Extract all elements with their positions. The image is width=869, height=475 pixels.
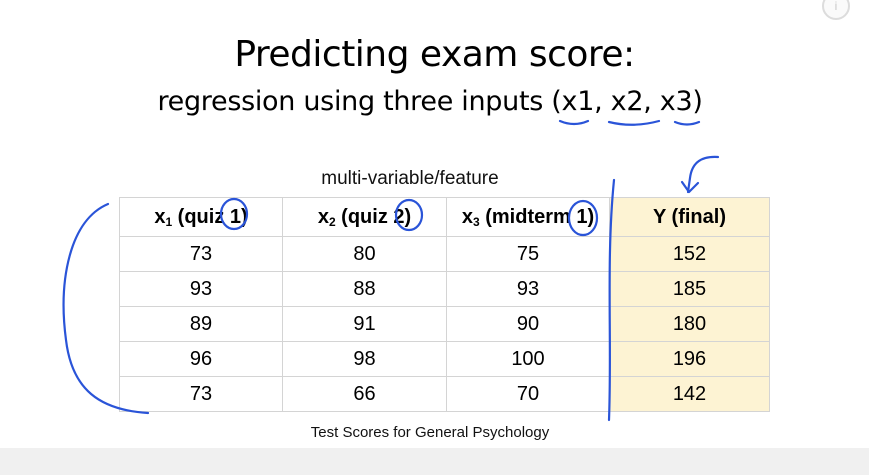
header-x2: x2 (quiz 2) xyxy=(282,197,447,237)
table-row: 89 91 90 180 xyxy=(119,306,770,342)
table-cell: 73 xyxy=(119,376,283,412)
table-cell: 98 xyxy=(282,341,447,377)
table-cell: 66 xyxy=(282,376,447,412)
table-row: 73 66 70 142 xyxy=(119,376,770,412)
slide-subtitle: regression using three inputs (x1, x2, x… xyxy=(157,86,703,117)
table-cell: 73 xyxy=(119,236,283,272)
header-var: x xyxy=(461,205,473,228)
bottom-bar xyxy=(0,448,869,475)
header-label: Y (final) xyxy=(653,205,726,228)
header-sub: 2 xyxy=(328,214,336,229)
table-cell-y: 185 xyxy=(609,271,770,307)
header-var: x xyxy=(154,205,166,228)
underline-x2 xyxy=(607,119,661,126)
table-cell: 93 xyxy=(446,271,610,307)
header-row: x1 (quiz 1) x2 (quiz 2) x3 (midterm 1) Y… xyxy=(119,197,770,237)
table-row: 73 80 75 152 xyxy=(119,236,770,272)
table-cell-y: 196 xyxy=(609,341,770,377)
table-row: 93 88 93 185 xyxy=(119,271,770,307)
header-var: x xyxy=(317,205,329,228)
table-cell-y: 142 xyxy=(609,376,770,412)
table-cell: 100 xyxy=(446,341,610,377)
header-label: (quiz 2) xyxy=(335,205,412,228)
table-caption: multi-variable/feature xyxy=(321,168,499,189)
table-cell: 90 xyxy=(446,306,610,342)
table-cell: 93 xyxy=(119,271,283,307)
table-cell: 91 xyxy=(282,306,447,342)
table-cell: 70 xyxy=(446,376,610,412)
header-sub: 3 xyxy=(472,214,480,229)
slide-title: Predicting exam score: xyxy=(234,34,635,75)
table-cell: 75 xyxy=(446,236,610,272)
header-label: (quiz 1) xyxy=(172,205,248,228)
header-y: Y (final) xyxy=(609,197,770,237)
info-icon[interactable]: i xyxy=(822,0,850,20)
header-sub: 1 xyxy=(165,214,173,229)
table-cell: 96 xyxy=(119,341,283,377)
table-cell: 89 xyxy=(119,306,283,342)
table-footer-caption: Test Scores for General Psychology xyxy=(310,424,550,441)
underline-x3 xyxy=(673,120,701,126)
header-x3: x3 (midterm 1) xyxy=(446,197,610,237)
table-row: 96 98 100 196 xyxy=(119,341,770,377)
table-cell: 80 xyxy=(282,236,447,272)
header-label: (midterm 1) xyxy=(479,205,595,228)
table-cell-y: 180 xyxy=(609,306,770,342)
table-cell-y: 152 xyxy=(609,236,770,272)
header-x1: x1 (quiz 1) xyxy=(119,197,283,237)
underline-x1 xyxy=(558,119,590,126)
table-cell: 88 xyxy=(282,271,447,307)
scores-table: x1 (quiz 1) x2 (quiz 2) x3 (midterm 1) Y… xyxy=(119,197,770,412)
